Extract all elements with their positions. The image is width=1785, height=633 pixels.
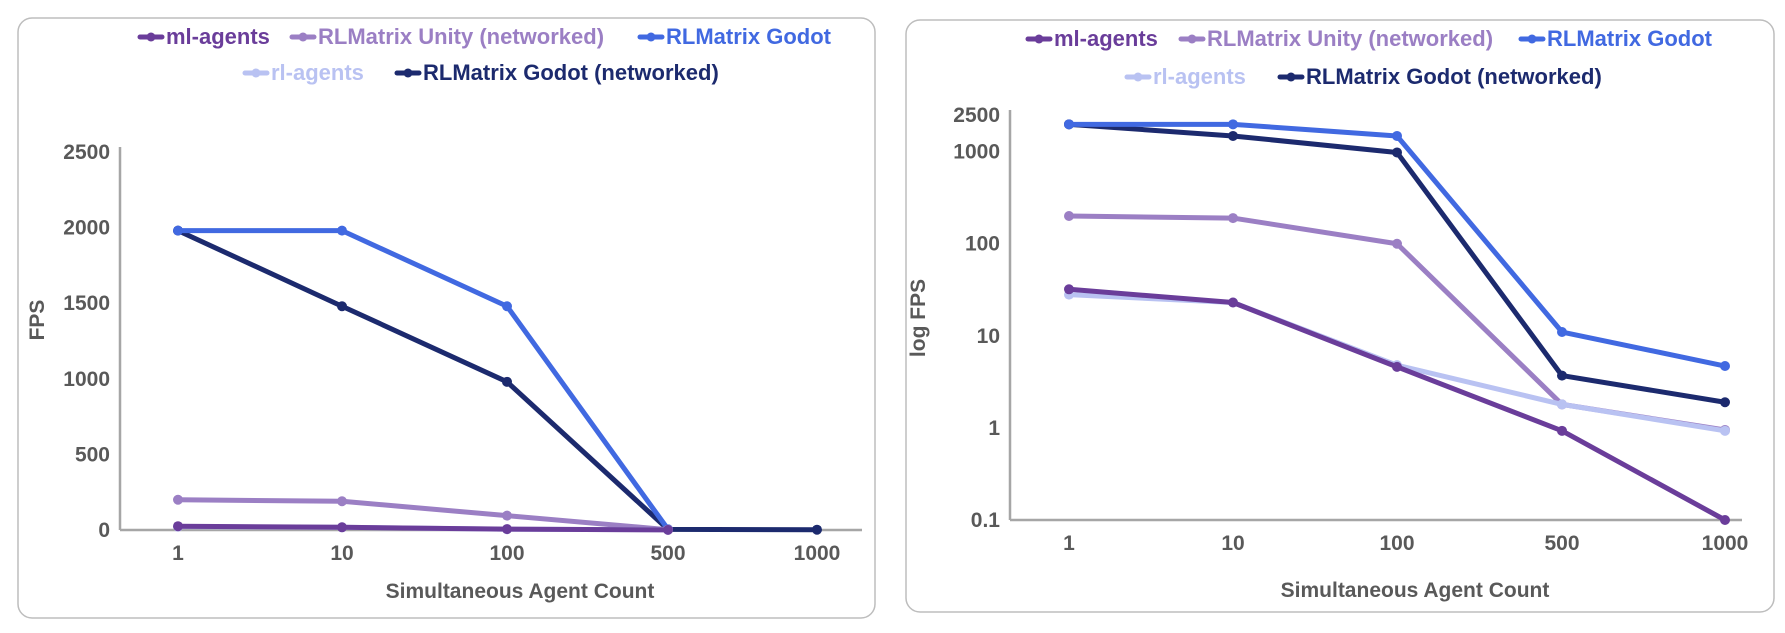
chart-panel-linear: 0 500 1000 1500 2000 2500 1 10 100 500 1000 FPS Simu… xyxy=(0,0,890,633)
legend-marker xyxy=(299,33,308,42)
y-tick-label: 1500 xyxy=(63,292,110,315)
x-tick-label: 1 xyxy=(172,542,184,565)
data-point-rlmatrix-unity-networked xyxy=(337,496,347,506)
legend-label: rl-agents xyxy=(271,60,364,85)
y-tick-label: 0 xyxy=(98,519,110,542)
legend-label: RLMatrix Unity (networked) xyxy=(318,24,604,49)
data-point-rlmatrix-unity-networked xyxy=(502,511,512,521)
data-point-rlmatrix-godot xyxy=(1392,131,1402,141)
chart-frame xyxy=(906,20,1774,612)
legend-item-rlmatrix-godot: RLMatrix Godot xyxy=(1521,26,1713,51)
x-tick-label: 10 xyxy=(330,542,353,565)
y-tick-label: 2500 xyxy=(953,104,1000,127)
data-point-rlmatrix-godot xyxy=(1064,119,1074,129)
chart-linear-fps: 0 500 1000 1500 2000 2500 1 10 100 500 1000 FPS Simu… xyxy=(0,0,890,633)
legend-label: RLMatrix Godot xyxy=(1547,26,1713,51)
data-point-rlmatrix-godot xyxy=(337,226,347,236)
y-tick-label: 0.1 xyxy=(971,509,1001,532)
x-tick-label: 1000 xyxy=(1702,532,1749,555)
legend-marker xyxy=(404,69,413,78)
x-axis-title: Simultaneous Agent Count xyxy=(386,580,655,603)
data-point-rlmatrix-unity-networked xyxy=(1392,239,1402,249)
legend-marker xyxy=(1035,35,1044,44)
data-point-rlmatrix-unity-networked xyxy=(1228,213,1238,223)
data-point-rlmatrix-godot-networked xyxy=(812,525,822,535)
legend-label: RLMatrix Godot (networked) xyxy=(423,60,719,85)
legend-marker xyxy=(147,33,156,42)
data-point-rlmatrix-godot-networked xyxy=(1392,147,1402,157)
data-point-rlmatrix-godot-networked xyxy=(502,377,512,387)
legend-item-rlmatrix-unity-networked: RLMatrix Unity (networked) xyxy=(1181,26,1493,51)
legend-item-rlmatrix-godot-networked: RLMatrix Godot (networked) xyxy=(1280,64,1602,89)
legend-label: RLMatrix Unity (networked) xyxy=(1207,26,1493,51)
data-point-rlmatrix-unity-networked xyxy=(173,495,183,505)
legend-marker xyxy=(647,33,656,42)
data-point-ml-agents xyxy=(502,524,512,534)
legend-marker xyxy=(252,69,261,78)
x-tick-label: 100 xyxy=(1379,532,1414,555)
legend-label: RLMatrix Godot xyxy=(666,24,832,49)
y-tick-label: 1 xyxy=(988,417,1000,440)
data-point-rl-agents xyxy=(1557,399,1567,409)
data-point-rl-agents xyxy=(1720,426,1730,436)
y-tick-label: 2000 xyxy=(63,217,110,240)
x-tick-label: 100 xyxy=(489,542,524,565)
data-point-rlmatrix-godot-networked xyxy=(1720,397,1730,407)
data-point-ml-agents xyxy=(1228,298,1238,308)
data-point-ml-agents xyxy=(337,522,347,532)
legend-marker xyxy=(1528,35,1537,44)
data-point-rlmatrix-unity-networked xyxy=(1064,211,1074,221)
y-tick-label: 1000 xyxy=(953,141,1000,164)
legend-item-rlmatrix-unity-networked: RLMatrix Unity (networked) xyxy=(292,24,604,49)
data-point-rlmatrix-godot-networked xyxy=(1228,131,1238,141)
x-axis-title: Simultaneous Agent Count xyxy=(1281,579,1550,602)
y-axis-title: log FPS xyxy=(907,279,930,357)
legend-label: RLMatrix Godot (networked) xyxy=(1306,64,1602,89)
x-tick-label: 10 xyxy=(1221,532,1244,555)
legend-item-rlmatrix-godot: RLMatrix Godot xyxy=(640,24,832,49)
legend-label: rl-agents xyxy=(1153,64,1246,89)
y-tick-label: 100 xyxy=(965,233,1000,256)
y-tick-label: 1000 xyxy=(63,368,110,391)
chart-log-fps: 0.1 1 10 100 1000 2500 1 10 100 500 1000 log FPS Sim… xyxy=(895,0,1785,633)
data-point-rlmatrix-godot xyxy=(173,226,183,236)
data-point-ml-agents xyxy=(1392,362,1402,372)
chart-panel-log: 0.1 1 10 100 1000 2500 1 10 100 500 1000 log FPS Sim… xyxy=(895,0,1785,633)
data-point-rlmatrix-godot-networked xyxy=(1557,371,1567,381)
data-point-rlmatrix-godot xyxy=(502,301,512,311)
x-tick-label: 500 xyxy=(1544,532,1579,555)
y-axis-title: FPS xyxy=(26,300,49,341)
x-tick-label: 500 xyxy=(650,542,685,565)
data-point-ml-agents xyxy=(1720,515,1730,525)
data-point-rlmatrix-godot xyxy=(1557,327,1567,337)
data-point-ml-agents xyxy=(663,525,673,535)
y-tick-label: 500 xyxy=(75,443,110,466)
legend-marker xyxy=(1134,73,1143,82)
y-tick-label: 2500 xyxy=(63,141,110,164)
x-tick-label: 1000 xyxy=(794,542,841,565)
data-point-rlmatrix-godot-networked xyxy=(337,301,347,311)
data-point-rlmatrix-godot xyxy=(1228,119,1238,129)
legend-label: ml-agents xyxy=(1054,26,1158,51)
legend-marker xyxy=(1188,35,1197,44)
data-point-ml-agents xyxy=(173,521,183,531)
legend-item-rlmatrix-godot-networked: RLMatrix Godot (networked) xyxy=(397,60,719,85)
legend-label: ml-agents xyxy=(166,24,270,49)
y-tick-label: 10 xyxy=(977,325,1000,348)
data-point-ml-agents xyxy=(1064,284,1074,294)
legend-marker xyxy=(1287,73,1296,82)
data-point-ml-agents xyxy=(1557,426,1567,436)
x-tick-label: 1 xyxy=(1063,532,1075,555)
data-point-rlmatrix-godot xyxy=(1720,361,1730,371)
